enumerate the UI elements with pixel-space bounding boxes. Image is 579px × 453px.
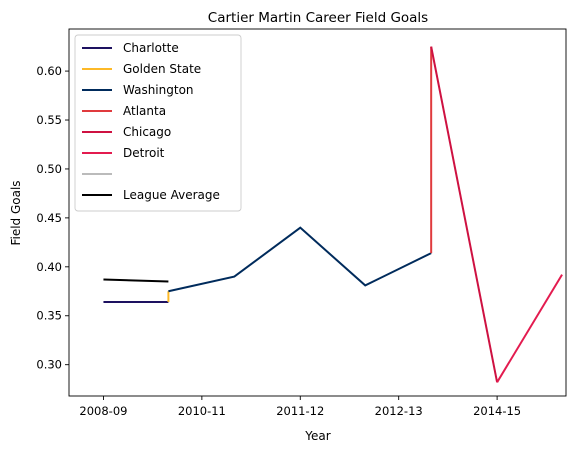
plot-frame (68, 28, 567, 397)
y-axis-label: Field Goals (9, 180, 23, 245)
x-tick-label: 2014-15 (473, 404, 521, 418)
x-axis-label: Year (304, 429, 330, 443)
series-line-washington (168, 226, 432, 293)
series-layer (103, 46, 563, 383)
x-axis-ticks: 2008-09 2010-11 2011-12 2012-13 2014-15 (79, 396, 521, 418)
legend-label-washington: Washington (123, 83, 194, 97)
legend-label-league-average: League Average (123, 188, 220, 202)
legend-label-atlanta: Atlanta (123, 104, 166, 118)
y-tick-label: 0.40 (36, 260, 62, 274)
y-axis-ticks: 0.30 0.35 0.40 0.45 0.50 0.55 0.60 (36, 64, 69, 372)
x-tick-label: 2011-12 (276, 404, 324, 418)
series-line-chicago (430, 46, 499, 383)
y-tick-label: 0.35 (36, 309, 62, 323)
y-tick-label: 0.45 (36, 211, 62, 225)
x-tick-label: 2010-11 (178, 404, 226, 418)
y-tick-label: 0.50 (36, 162, 62, 176)
y-tick-label: 0.30 (36, 358, 62, 372)
series-line-league-average (103, 278, 169, 283)
legend-label-golden-state: Golden State (123, 62, 201, 76)
legend-label-chicago: Chicago (123, 125, 171, 139)
legend-frame (74, 34, 242, 212)
legend: Charlotte Golden State Washington Atlanta Ch… (74, 34, 242, 212)
chart-title: Cartier Martin Career Field Goals (208, 10, 428, 26)
legend-label-charlotte: Charlotte (123, 41, 179, 55)
series-line-detroit (496, 274, 563, 383)
y-tick-label: 0.55 (36, 113, 62, 127)
x-tick-label: 2012-13 (375, 404, 423, 418)
legend-label-detroit: Detroit (123, 146, 165, 160)
x-tick-label: 2008-09 (79, 404, 127, 418)
y-tick-label: 0.60 (36, 64, 62, 78)
